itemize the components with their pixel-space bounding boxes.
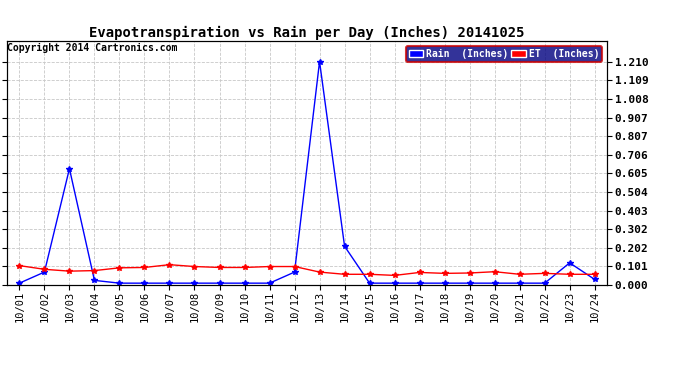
Text: Copyright 2014 Cartronics.com: Copyright 2014 Cartronics.com	[7, 43, 177, 53]
Legend: Rain  (Inches), ET  (Inches): Rain (Inches), ET (Inches)	[406, 46, 602, 62]
Title: Evapotranspiration vs Rain per Day (Inches) 20141025: Evapotranspiration vs Rain per Day (Inch…	[89, 26, 525, 40]
